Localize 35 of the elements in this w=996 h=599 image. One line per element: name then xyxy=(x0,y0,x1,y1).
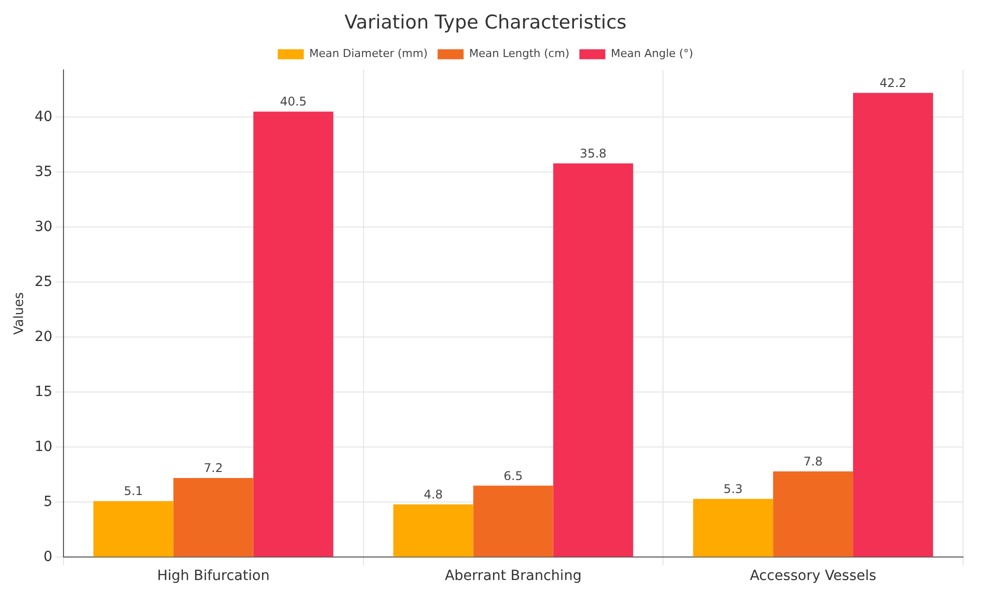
x-tick-label: High Bifurcation xyxy=(157,568,270,584)
bar xyxy=(773,471,854,557)
y-tick-label: 5 xyxy=(43,494,52,510)
data-label: 7.8 xyxy=(804,454,823,469)
data-label: 4.8 xyxy=(424,488,443,502)
data-label: 5.3 xyxy=(724,482,743,496)
y-tick-label: 30 xyxy=(34,218,52,235)
y-tick-label: 35 xyxy=(34,164,52,180)
data-label: 35.8 xyxy=(580,146,607,160)
y-tick-label: 40 xyxy=(34,108,52,125)
y-tick-label: 20 xyxy=(34,328,52,345)
bar xyxy=(693,498,774,557)
bar xyxy=(473,486,554,557)
bar xyxy=(173,478,254,557)
y-tick-label: 15 xyxy=(34,384,52,400)
legend-label: Mean Length (cm) xyxy=(469,47,570,60)
data-label: 42.2 xyxy=(880,76,906,90)
data-label: 5.1 xyxy=(124,484,143,498)
x-tick-label: Accessory Vessels xyxy=(750,568,876,584)
chart-title: Variation Type Characteristics xyxy=(344,11,627,34)
y-tick-label: 25 xyxy=(34,274,52,290)
bar xyxy=(93,501,174,557)
bar xyxy=(553,163,634,557)
data-label: 6.5 xyxy=(504,468,523,483)
bar xyxy=(853,92,934,557)
bar xyxy=(253,112,334,557)
y-tick-label: 0 xyxy=(43,548,52,565)
data-label: 40.5 xyxy=(280,94,307,109)
bar xyxy=(393,504,474,557)
legend-label: Mean Angle (°) xyxy=(610,47,694,60)
y-axis-title: Values xyxy=(12,292,28,335)
data-label: 7.2 xyxy=(204,461,223,476)
legend-label: Mean Diameter (mm) xyxy=(309,47,428,60)
x-tick-label: Aberrant Branching xyxy=(444,568,582,584)
y-tick-label: 10 xyxy=(34,438,52,455)
